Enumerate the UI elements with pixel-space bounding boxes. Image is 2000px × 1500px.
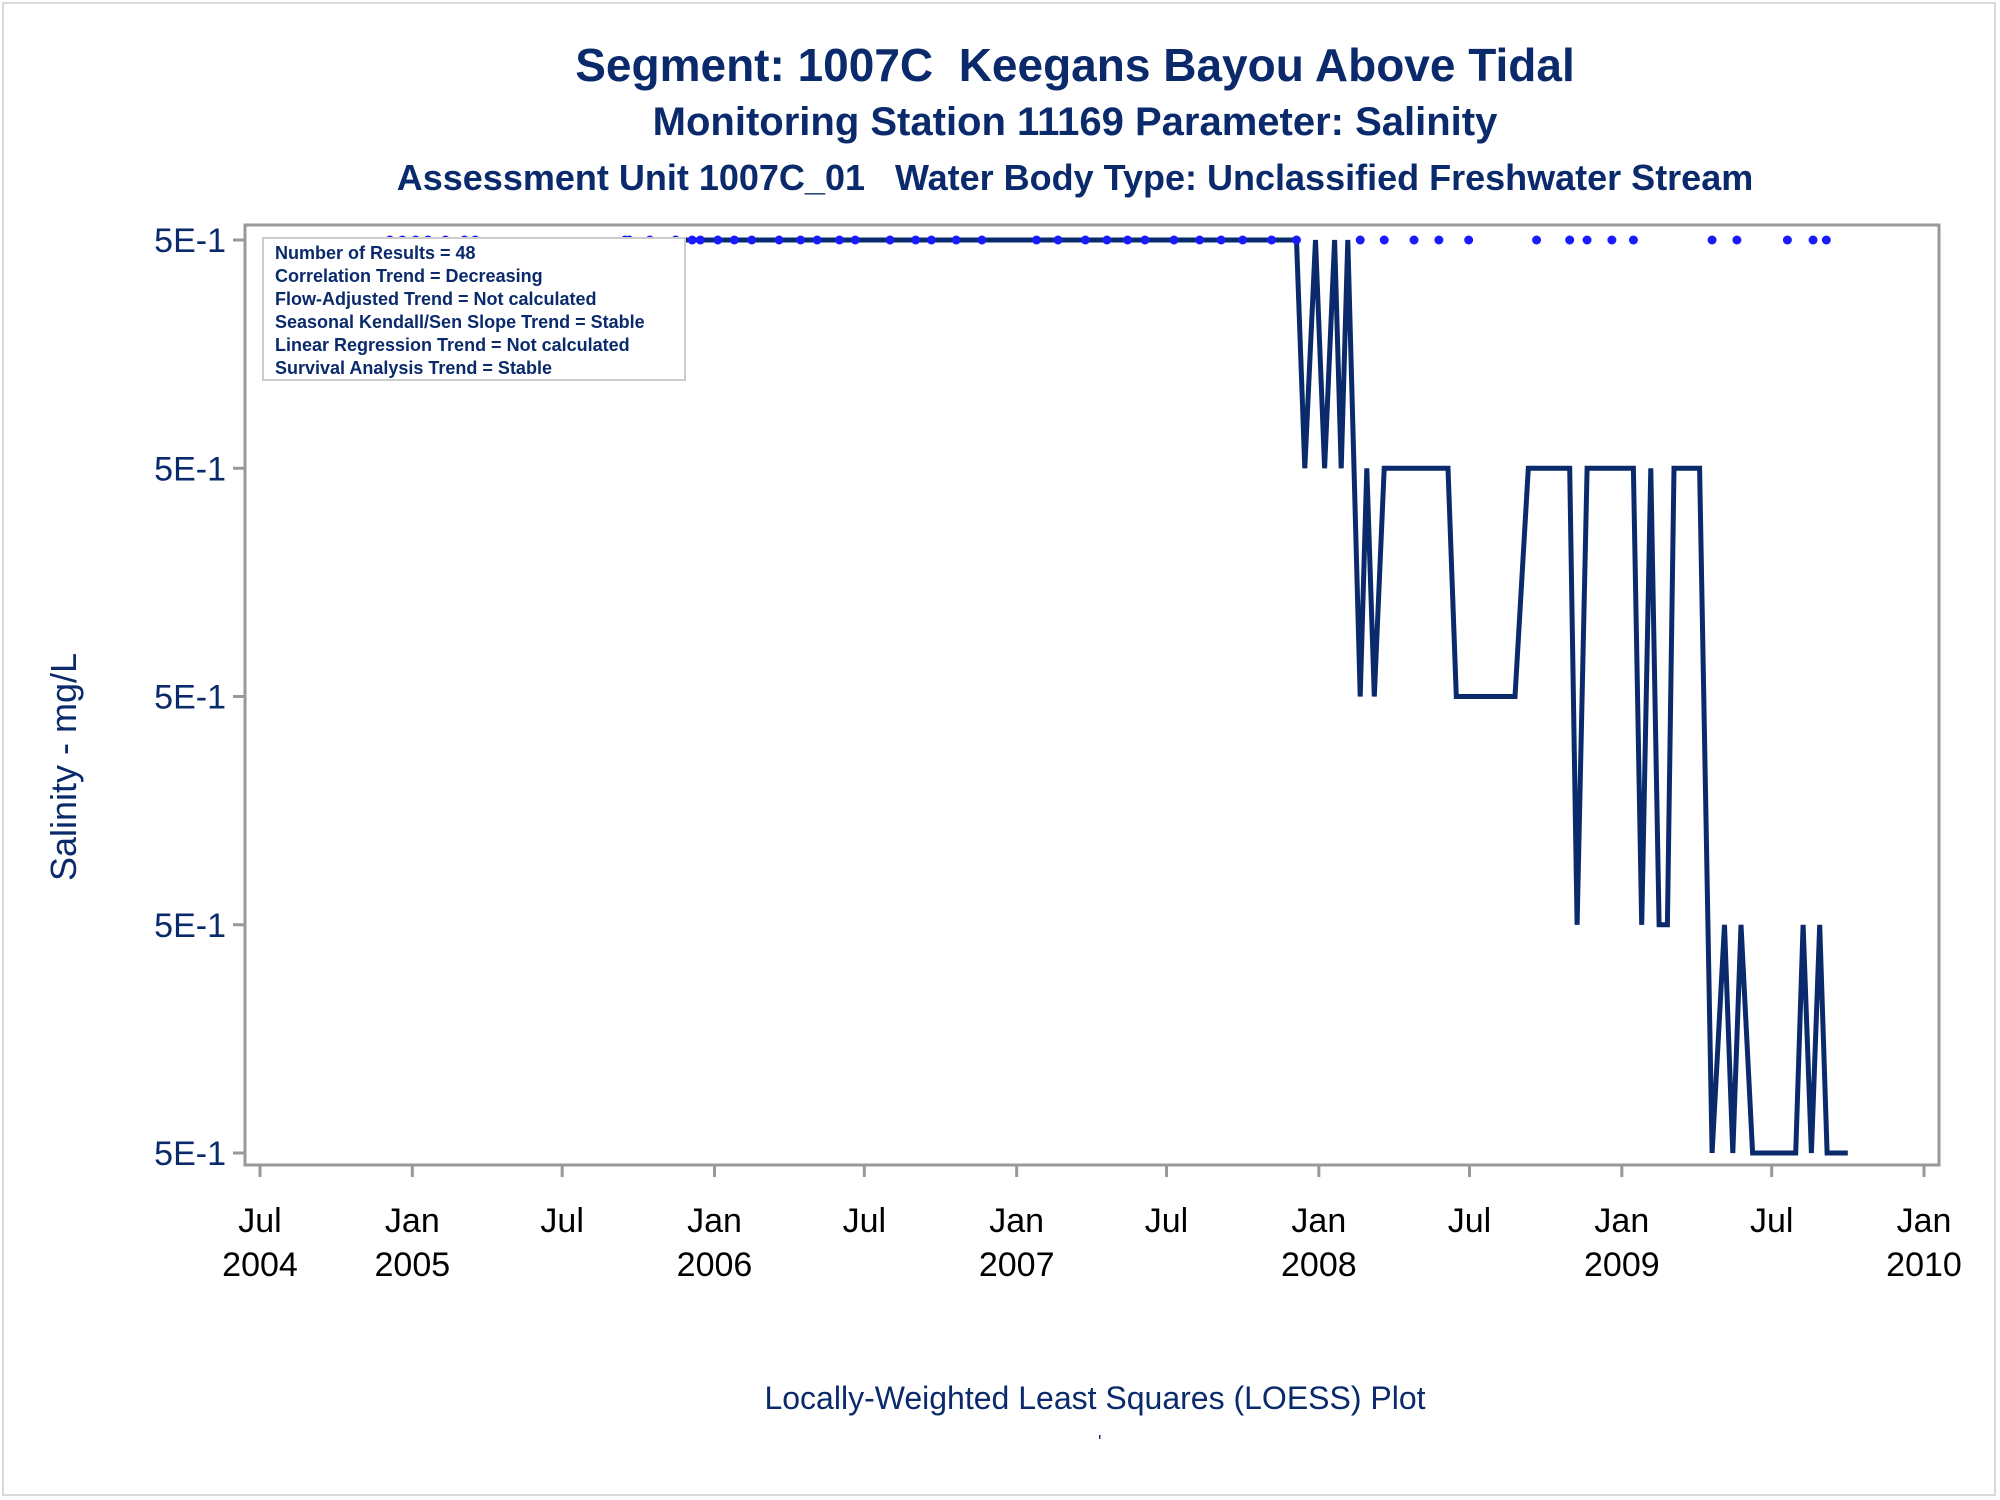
footnote-mark: ' bbox=[1098, 1432, 1102, 1452]
data-point bbox=[885, 235, 895, 245]
data-point bbox=[1821, 235, 1831, 245]
x-tick-label-month: Jul bbox=[238, 1202, 281, 1240]
x-tick-label-month: Jan bbox=[687, 1202, 742, 1240]
data-point bbox=[1732, 235, 1742, 245]
data-point bbox=[951, 235, 961, 245]
data-point bbox=[835, 235, 845, 245]
y-axis: 5E-1 5E-1 5E-1 5E-1 5E-1 bbox=[154, 222, 245, 1173]
data-point bbox=[850, 235, 860, 245]
data-point bbox=[1238, 235, 1248, 245]
x-tick-label-year: 2009 bbox=[1584, 1246, 1660, 1284]
data-point bbox=[1565, 235, 1575, 245]
x-tick-label-year: 2005 bbox=[375, 1246, 451, 1284]
data-point bbox=[1532, 235, 1542, 245]
x-tick-label-month: Jan bbox=[385, 1202, 440, 1240]
data-point bbox=[1409, 235, 1419, 245]
footnote: Locally-Weighted Least Squares (LOESS) P… bbox=[764, 1380, 1426, 1416]
data-point bbox=[729, 235, 739, 245]
data-point bbox=[1379, 235, 1389, 245]
data-point bbox=[1140, 235, 1150, 245]
stats-legend-box bbox=[262, 237, 686, 381]
data-point bbox=[812, 235, 822, 245]
data-point bbox=[1607, 235, 1617, 245]
data-point bbox=[1582, 235, 1592, 245]
data-point bbox=[713, 235, 723, 245]
stats-legend-line: Seasonal Kendall/Sen Slope Trend = Stabl… bbox=[275, 312, 645, 332]
x-tick-label-month: Jan bbox=[1594, 1202, 1649, 1240]
stats-legend: Number of Results = 48 Correlation Trend … bbox=[262, 237, 686, 381]
x-tick-label-month: Jan bbox=[989, 1202, 1044, 1240]
data-point bbox=[1808, 235, 1818, 245]
x-tick-label-month: Jan bbox=[1291, 1202, 1346, 1240]
data-point bbox=[1053, 235, 1063, 245]
series-group bbox=[390, 237, 1848, 1156]
data-point bbox=[1628, 235, 1638, 245]
data-point bbox=[1464, 235, 1474, 245]
data-point bbox=[687, 235, 697, 245]
data-point bbox=[1032, 235, 1042, 245]
x-tick-label-year: 2010 bbox=[1886, 1246, 1962, 1284]
data-point bbox=[1707, 235, 1717, 245]
chart-subtitle-assessment: Assessment Unit 1007C_01 Water Body Type… bbox=[396, 157, 1754, 198]
x-tick-label-year: 2007 bbox=[979, 1246, 1055, 1284]
data-point bbox=[1169, 235, 1179, 245]
x-tick-label-month: Jul bbox=[843, 1202, 886, 1240]
data-point bbox=[1267, 235, 1277, 245]
data-point bbox=[796, 235, 806, 245]
chart-subtitle-station: Monitoring Station 11169 Parameter: Sali… bbox=[652, 100, 1498, 144]
data-point bbox=[1291, 235, 1301, 245]
data-point bbox=[1782, 235, 1792, 245]
stats-legend-line: Flow-Adjusted Trend = Not calculated bbox=[275, 289, 597, 309]
data-point bbox=[911, 235, 921, 245]
data-point bbox=[1434, 235, 1444, 245]
y-tick-label: 5E-1 bbox=[154, 222, 226, 260]
data-point bbox=[926, 235, 936, 245]
x-axis: Jul 2004 Jan 2005 Jul Jan 2006 Jul Jan 2007 Jul Jan… bbox=[222, 1165, 1962, 1284]
data-point bbox=[695, 235, 705, 245]
stats-legend-line: Correlation Trend = Decreasing bbox=[275, 266, 543, 286]
x-tick-label-month: Jul bbox=[540, 1202, 583, 1240]
x-tick-label-month: Jul bbox=[1750, 1202, 1793, 1240]
data-point bbox=[747, 235, 757, 245]
x-tick-label-month: Jan bbox=[1897, 1202, 1952, 1240]
stats-legend-line: Survival Analysis Trend = Stable bbox=[275, 358, 552, 378]
data-point bbox=[1123, 235, 1133, 245]
data-point bbox=[1216, 235, 1226, 245]
y-tick-label: 5E-1 bbox=[154, 907, 226, 945]
x-tick-label-year: 2004 bbox=[222, 1246, 298, 1284]
x-tick-label-year: 2008 bbox=[1281, 1246, 1357, 1284]
y-tick-label: 5E-1 bbox=[154, 1135, 226, 1173]
data-point bbox=[977, 235, 987, 245]
data-point bbox=[1355, 235, 1365, 245]
data-point bbox=[1080, 235, 1090, 245]
x-tick-label-month: Jul bbox=[1145, 1202, 1188, 1240]
y-tick-label: 5E-1 bbox=[154, 450, 226, 488]
x-tick-label-year: 2006 bbox=[677, 1246, 753, 1284]
y-tick-label: 5E-1 bbox=[154, 679, 226, 717]
data-point bbox=[1102, 235, 1112, 245]
data-point bbox=[1195, 235, 1205, 245]
loess-line bbox=[390, 237, 1848, 1156]
stats-legend-line: Number of Results = 48 bbox=[275, 243, 476, 263]
data-point bbox=[774, 235, 784, 245]
x-tick-label-month: Jul bbox=[1448, 1202, 1491, 1240]
stats-legend-line: Linear Regression Trend = Not calculated bbox=[275, 335, 630, 355]
chart-title: Segment: 1007C Keegans Bayou Above Tidal bbox=[575, 39, 1575, 91]
